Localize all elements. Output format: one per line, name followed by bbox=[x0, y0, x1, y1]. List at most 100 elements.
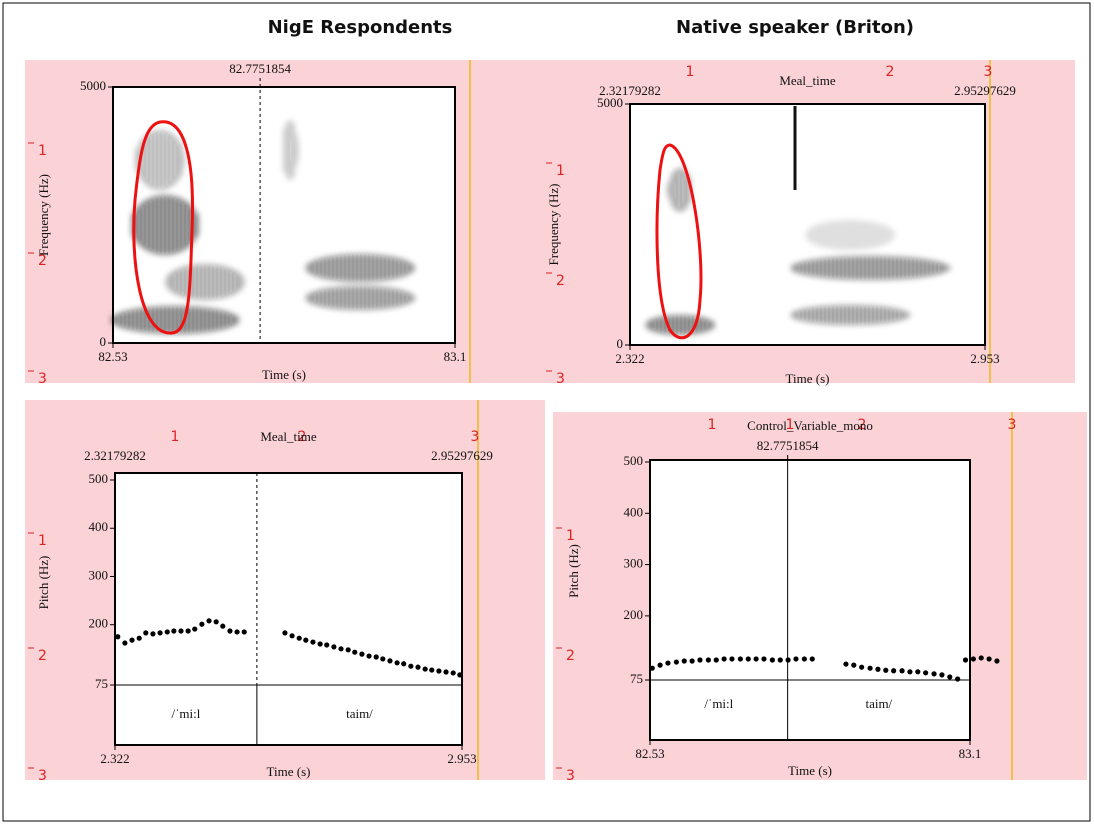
pitch-point bbox=[282, 630, 288, 636]
pitch-point bbox=[359, 651, 365, 657]
y-tick-label: 400 bbox=[624, 504, 644, 519]
pitch-point bbox=[923, 670, 929, 676]
y-tick-label: 400 bbox=[89, 519, 109, 534]
pitch-point bbox=[150, 631, 156, 637]
tier-label: /ˈmi:l bbox=[704, 696, 733, 711]
pitch-point bbox=[199, 621, 205, 627]
pitch-point bbox=[931, 671, 937, 677]
window-start: 2.32179282 bbox=[599, 83, 661, 98]
panel-title: Meal_time bbox=[260, 429, 317, 444]
tier-mark: 1 bbox=[708, 417, 717, 433]
pitch-point bbox=[331, 644, 337, 650]
pitch-point bbox=[164, 629, 170, 635]
tier-mark: 3 bbox=[38, 768, 47, 784]
pitch-point bbox=[970, 656, 976, 662]
pitch-point bbox=[801, 656, 807, 662]
tier-mark: 1 bbox=[38, 143, 47, 159]
pitch-point bbox=[891, 668, 897, 674]
x-tick-label: 82.53 bbox=[635, 746, 664, 761]
pitch-point bbox=[793, 656, 799, 662]
y-tick-label: 500 bbox=[624, 453, 644, 468]
tier-mark: 3 bbox=[471, 429, 480, 445]
x-tick-label: 82.53 bbox=[98, 349, 127, 364]
pitch-point bbox=[994, 658, 1000, 664]
pitch-point bbox=[394, 660, 400, 666]
tier-label: /ˈmi:l bbox=[171, 706, 200, 721]
pitch-point bbox=[241, 629, 247, 635]
pitch-point bbox=[939, 672, 945, 678]
tier-mark: 3 bbox=[1008, 417, 1017, 433]
pitch-point bbox=[296, 635, 302, 641]
pitch-point bbox=[947, 674, 953, 680]
pitch-point bbox=[955, 676, 961, 682]
tier-mark: 1 bbox=[556, 163, 565, 179]
pitch-point bbox=[907, 669, 913, 675]
tier-mark: 2 bbox=[556, 273, 565, 289]
pitch-point bbox=[681, 658, 687, 664]
header: Native speaker (Briton) bbox=[676, 17, 914, 38]
y-tick-label: 500 bbox=[89, 471, 109, 486]
pitch-point bbox=[115, 634, 121, 640]
pitch-point bbox=[429, 667, 435, 673]
pitch-point bbox=[234, 629, 240, 635]
y-tick-label: 0 bbox=[100, 334, 107, 349]
pitch-point bbox=[171, 628, 177, 634]
panel-title: Meal_time bbox=[779, 73, 836, 88]
pitch-point bbox=[705, 657, 711, 663]
pitch-point bbox=[380, 656, 386, 662]
plot-area bbox=[114, 472, 463, 746]
pitch-point bbox=[777, 657, 783, 663]
pitch-point bbox=[422, 666, 428, 672]
tier-mark: 3 bbox=[556, 371, 565, 387]
y-axis-label: Frequency (Hz) bbox=[36, 174, 51, 256]
pitch-point bbox=[303, 637, 309, 643]
pitch-point bbox=[324, 642, 330, 648]
pitch-point bbox=[415, 664, 421, 670]
tier-mark: 2 bbox=[38, 253, 47, 269]
tier-mark: 2 bbox=[298, 429, 307, 445]
pitch-point bbox=[213, 619, 219, 625]
pitch-point bbox=[157, 630, 163, 636]
pitch-point bbox=[436, 668, 442, 674]
plot-area bbox=[649, 459, 971, 741]
tier-mark: 1 bbox=[38, 533, 47, 549]
pitch-point bbox=[986, 656, 992, 662]
pitch-point bbox=[178, 628, 184, 634]
pitch-point bbox=[713, 657, 719, 663]
pitch-point bbox=[136, 635, 142, 641]
tier-mark: 3 bbox=[984, 64, 993, 80]
window-start: 2.32179282 bbox=[84, 448, 146, 463]
pitch-point bbox=[761, 656, 767, 662]
x-axis-label: Time (s) bbox=[267, 764, 311, 779]
pitch-point bbox=[192, 626, 198, 632]
x-tick-label: 2.322 bbox=[615, 351, 644, 366]
pitch-point bbox=[753, 656, 759, 662]
tier-label: taim/ bbox=[865, 696, 892, 711]
y-tick-label: 5000 bbox=[80, 78, 106, 93]
pitch-point bbox=[875, 666, 881, 672]
pitch-point bbox=[697, 657, 703, 663]
y-axis-label: Pitch (Hz) bbox=[36, 556, 51, 610]
panel-title: Control_Variable_mono bbox=[747, 418, 873, 433]
y-axis-label: Pitch (Hz) bbox=[566, 544, 581, 598]
pitch-point bbox=[129, 637, 135, 643]
x-tick-label: 2.322 bbox=[100, 751, 129, 766]
pitch-point bbox=[289, 633, 295, 639]
pitch-point bbox=[843, 661, 849, 667]
tier-label: taim/ bbox=[346, 706, 373, 721]
cursor-label: 82.7751854 bbox=[229, 61, 291, 76]
pitch-point bbox=[745, 656, 751, 662]
pitch-point bbox=[387, 658, 393, 664]
x-tick-label: 2.953 bbox=[447, 751, 476, 766]
pitch-point bbox=[867, 665, 873, 671]
pitch-point bbox=[352, 649, 358, 655]
cursor-label: 82.7751854 bbox=[757, 438, 819, 453]
y-tick-label: 200 bbox=[624, 607, 644, 622]
tier-mark: 2 bbox=[858, 417, 867, 433]
tier-mark: 3 bbox=[38, 371, 47, 387]
window-end: 2.95297629 bbox=[954, 83, 1016, 98]
pitch-point bbox=[649, 665, 655, 671]
